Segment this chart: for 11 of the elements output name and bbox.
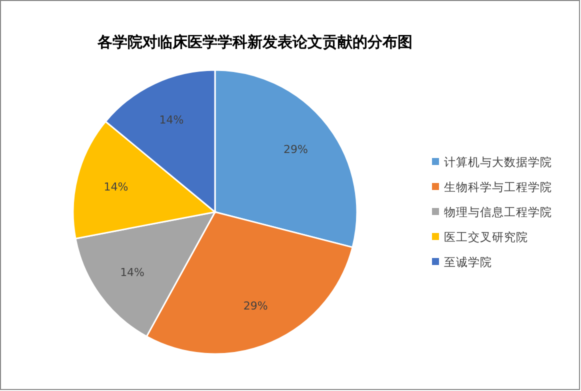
- data-label: 29%: [284, 143, 308, 156]
- data-label: 14%: [104, 180, 128, 194]
- legend-label: 计算机与大数据学院: [444, 155, 552, 170]
- legend-label: 物理与信息工程学院: [444, 205, 552, 220]
- chart-title: 各学院对临床医学学科新发表论文贡献的分布图: [96, 33, 412, 51]
- legend-label: 至诚学院: [444, 255, 492, 270]
- legend-label: 生物科学与工程学院: [444, 180, 552, 194]
- data-label: 14%: [120, 266, 145, 279]
- data-label: 29%: [243, 300, 268, 313]
- legend-label: 医工交叉研究院: [444, 230, 528, 244]
- data-label: 14%: [159, 113, 184, 126]
